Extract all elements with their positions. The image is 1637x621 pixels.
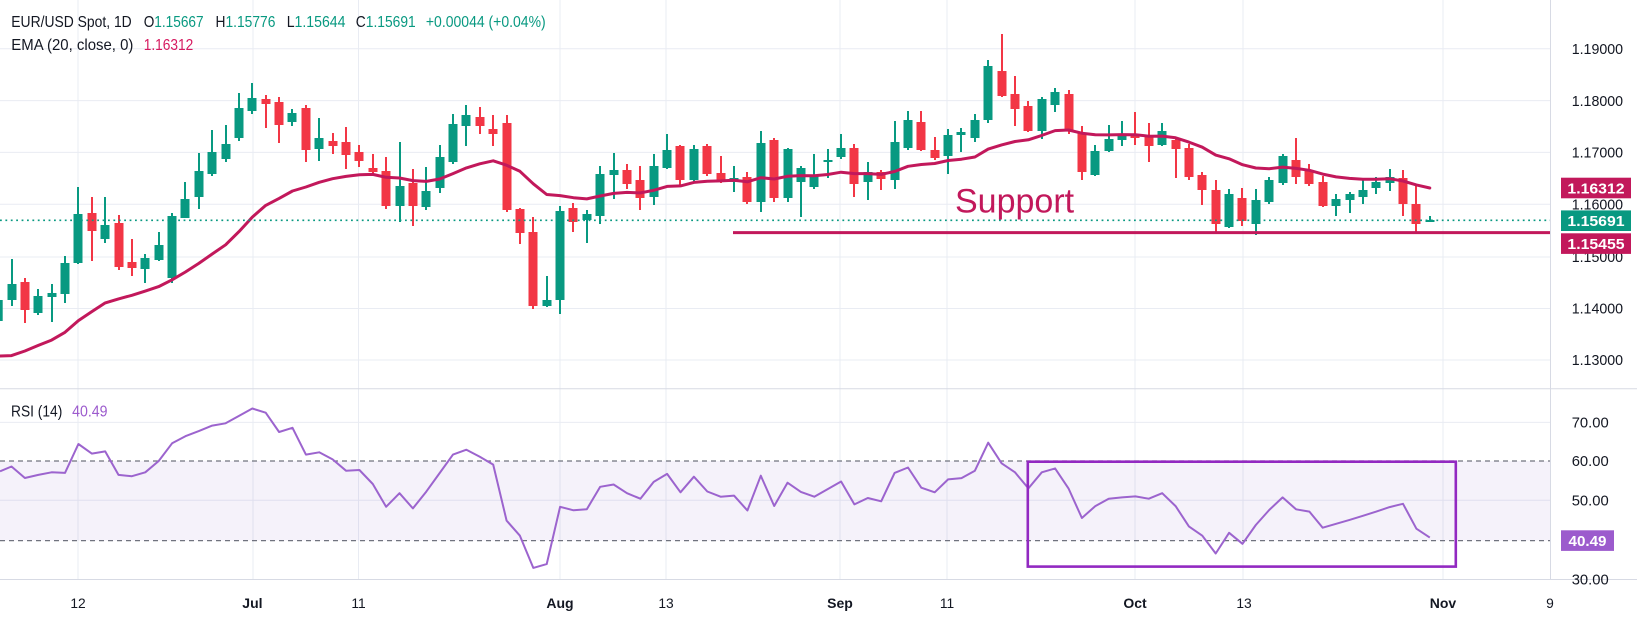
svg-text:1.15691: 1.15691 (1567, 213, 1624, 230)
svg-text:13: 13 (1236, 596, 1252, 611)
svg-text:1.17000: 1.17000 (1572, 145, 1623, 162)
svg-text:Nov: Nov (1430, 595, 1457, 611)
svg-text:70.00: 70.00 (1572, 415, 1609, 432)
svg-text:1.15455: 1.15455 (1567, 236, 1624, 253)
svg-text:13: 13 (658, 596, 674, 611)
svg-text:40.49: 40.49 (72, 403, 107, 420)
svg-text:Support: Support (955, 183, 1075, 221)
svg-text:O1.15667: O1.15667 (144, 14, 204, 31)
svg-text:1.14000: 1.14000 (1572, 301, 1623, 318)
svg-text:EUR/USD Spot, 1D: EUR/USD Spot, 1D (11, 14, 131, 31)
svg-text:60.00: 60.00 (1572, 453, 1609, 470)
svg-text:1.16000: 1.16000 (1572, 196, 1623, 213)
svg-text:1.13000: 1.13000 (1572, 352, 1623, 369)
svg-text:9: 9 (1546, 596, 1554, 611)
svg-text:40.49: 40.49 (1569, 533, 1607, 550)
svg-text:12: 12 (70, 596, 85, 611)
svg-text:RSI (14): RSI (14) (11, 403, 62, 420)
svg-text:+0.00044 (+0.04%): +0.00044 (+0.04%) (426, 14, 546, 31)
svg-text:1.18000: 1.18000 (1572, 93, 1623, 110)
svg-text:11: 11 (940, 596, 954, 611)
svg-text:1.16312: 1.16312 (144, 37, 194, 54)
svg-text:Sep: Sep (827, 595, 853, 611)
svg-text:Oct: Oct (1123, 595, 1147, 611)
svg-text:50.00: 50.00 (1572, 492, 1609, 509)
svg-text:H1.15776: H1.15776 (216, 14, 276, 31)
svg-text:Jul: Jul (242, 595, 262, 611)
svg-text:11: 11 (351, 596, 365, 611)
svg-text:1.19000: 1.19000 (1572, 41, 1623, 58)
svg-text:Aug: Aug (546, 595, 573, 611)
svg-text:30.00: 30.00 (1572, 571, 1609, 588)
svg-text:C1.15691: C1.15691 (356, 14, 416, 31)
svg-text:L1.15644: L1.15644 (287, 14, 346, 31)
svg-text:EMA (20, close, 0): EMA (20, close, 0) (11, 37, 133, 54)
svg-text:1.16312: 1.16312 (1567, 180, 1624, 197)
